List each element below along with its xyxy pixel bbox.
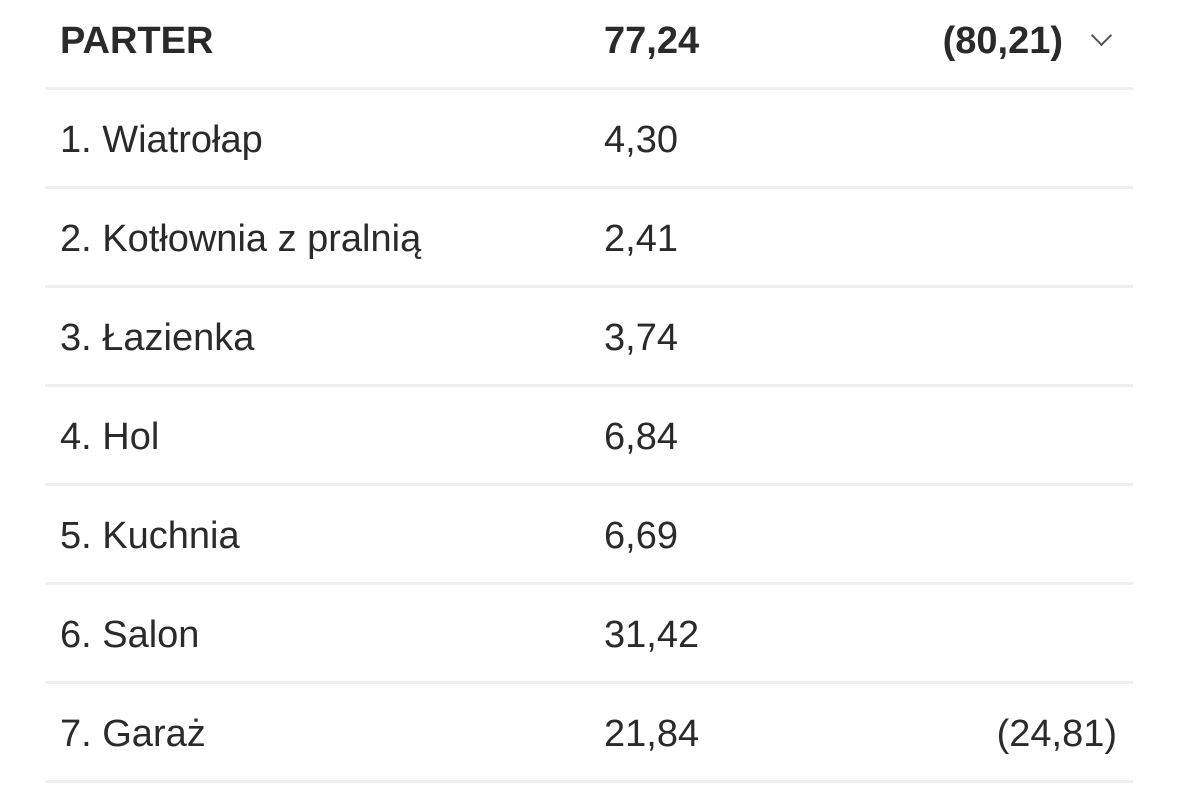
- room-row: 3. Łazienka 3,74: [45, 288, 1133, 387]
- room-area: 3,74: [604, 317, 678, 359]
- room-row: 6. Salon 31,42: [45, 585, 1133, 684]
- room-name: 1. Wiatrołap: [60, 119, 263, 161]
- room-area: 6,69: [604, 515, 678, 557]
- chevron-down-icon[interactable]: [1090, 24, 1113, 47]
- room-row: 1. Wiatrołap 4,30: [45, 90, 1133, 189]
- section-area: 77,24: [604, 20, 700, 62]
- room-name: 7. Garaż: [60, 713, 206, 755]
- room-name: 3. Łazienka: [60, 317, 255, 359]
- room-extra-area: (24,81): [996, 713, 1117, 755]
- room-name: 5. Kuchnia: [60, 515, 240, 557]
- room-row: 5. Kuchnia 6,69: [45, 486, 1133, 585]
- section-header-parter[interactable]: PARTER 77,24 (80,21): [45, 0, 1133, 90]
- room-name: 2. Kotłownia z pralnią: [60, 218, 422, 260]
- room-row: 2. Kotłownia z pralnią 2,41: [45, 189, 1133, 288]
- room-area: 6,84: [604, 416, 678, 458]
- room-area: 2,41: [604, 218, 678, 260]
- room-row: 7. Garaż 21,84 (24,81): [45, 684, 1133, 783]
- section-title: PARTER: [60, 20, 214, 62]
- room-name: 6. Salon: [60, 614, 200, 656]
- room-row: 4. Hol 6,84: [45, 387, 1133, 486]
- room-area: 21,84: [604, 713, 700, 755]
- section-gross-area: (80,21): [942, 20, 1063, 62]
- room-area: 31,42: [604, 614, 700, 656]
- room-area: 4,30: [604, 119, 678, 161]
- room-name: 4. Hol: [60, 416, 160, 458]
